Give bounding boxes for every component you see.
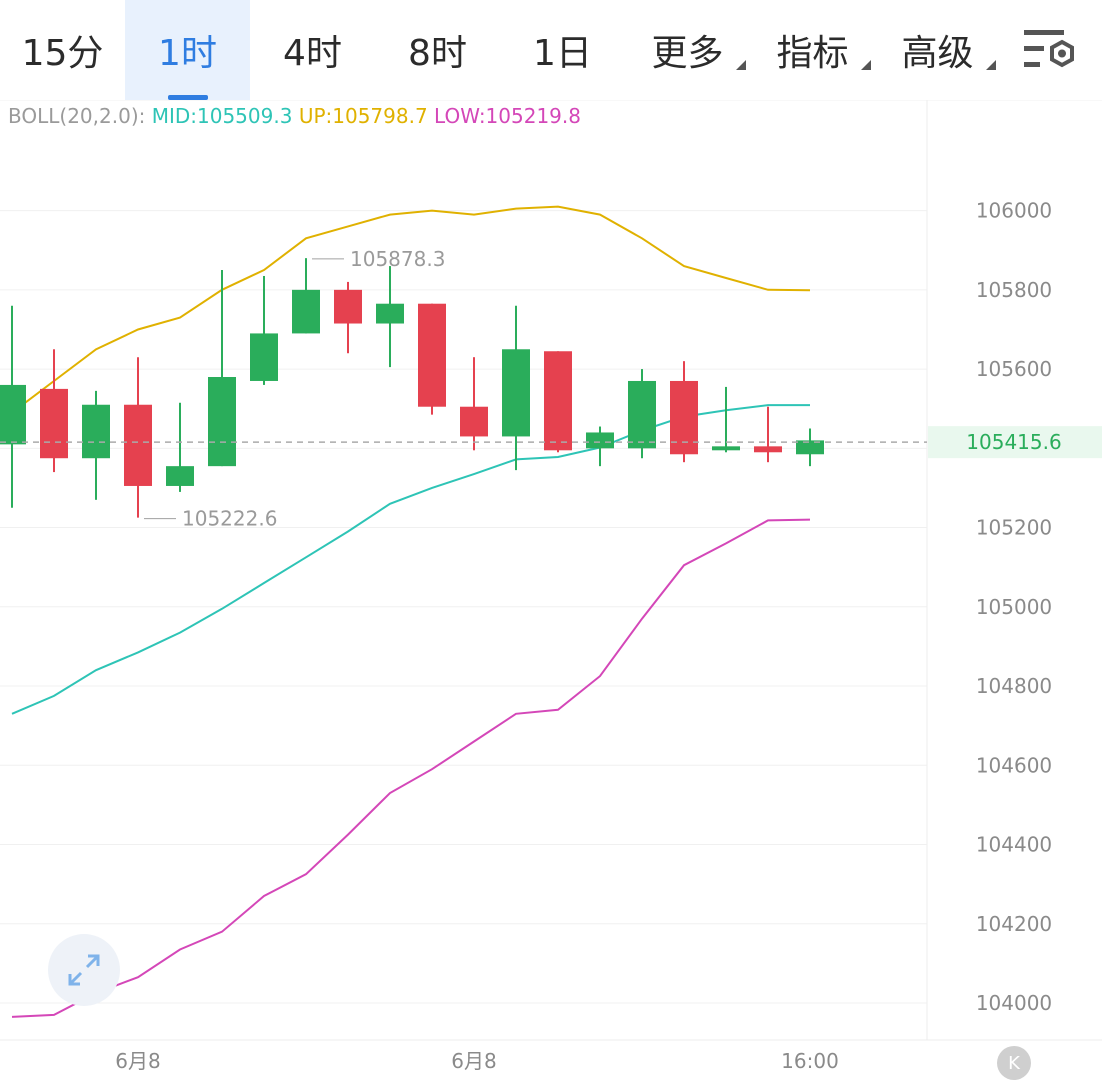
candle (544, 351, 572, 453)
y-tick-label: 105200 (976, 516, 1052, 540)
candle-body (208, 377, 236, 467)
y-tick-label: 104600 (976, 753, 1052, 777)
candle (796, 428, 824, 467)
boll-legend: BOLL(20,2.0): MID:105509.3 UP:105798.7 L… (8, 104, 581, 128)
x-tick-label: 16:00 (781, 1049, 839, 1073)
candle (40, 349, 68, 473)
tab-2[interactable]: 4时 (250, 0, 375, 100)
k-line-button[interactable]: K (997, 1046, 1031, 1080)
y-tick-label: 105800 (976, 278, 1052, 302)
candle-body (754, 446, 782, 453)
candle (502, 305, 530, 471)
tab-5[interactable]: 更多 (625, 0, 750, 100)
y-tick-label: 104000 (976, 991, 1052, 1015)
tab-label: 1时 (158, 33, 217, 74)
candle (670, 361, 698, 463)
fullscreen-button[interactable] (48, 934, 120, 1006)
legend-indicator-name: BOLL(20,2.0): (8, 104, 146, 128)
current-price-label: 105415.6 (966, 430, 1061, 454)
candle-body (376, 303, 404, 324)
candle-body (670, 380, 698, 455)
legend-up: UP:105798.7 (298, 104, 428, 128)
current-price-badge (928, 426, 1102, 459)
candle (292, 258, 320, 334)
y-tick-label: 104400 (976, 833, 1052, 857)
timeframe-tabs: 15分 1时 4时 8时 1日 更多 指标 高级 (0, 0, 1102, 100)
y-tick-label: 105000 (976, 595, 1052, 619)
y-tick-label: 104800 (976, 674, 1052, 698)
tab-label: 更多 (651, 33, 724, 74)
chart-settings-icon (1024, 30, 1074, 68)
x-tick-label: 6月8 (115, 1049, 160, 1073)
candle-body (292, 289, 320, 334)
candle-body (418, 303, 446, 407)
candle (0, 305, 26, 508)
candle (376, 266, 404, 368)
dropdown-caret-icon (861, 60, 871, 70)
tab-label: 15分 (21, 33, 104, 74)
candle-body (0, 384, 26, 445)
y-tick-label: 104200 (976, 912, 1052, 936)
candle (124, 357, 152, 518)
candle-body (40, 388, 68, 459)
active-tab-indicator (167, 95, 208, 100)
boll-lower-line (11, 518, 811, 1018)
candlestick-chart[interactable]: 104000 104200 104400 104600 104800 105000 1052… (0, 100, 1102, 1084)
tab-label: 1日 (533, 33, 592, 74)
expand-icon (68, 954, 100, 986)
candle (712, 386, 740, 453)
tab-label: 8时 (408, 33, 467, 74)
candle-body (544, 351, 572, 451)
candle-body (334, 289, 362, 324)
tab-7[interactable]: 高级 (875, 0, 1000, 100)
tab-6[interactable]: 指标 (750, 0, 875, 100)
tab-0[interactable]: 15分 (0, 0, 125, 100)
candle (208, 270, 236, 467)
price-annotation: 105878.3 (350, 247, 445, 271)
candle (418, 303, 446, 415)
candle-body (502, 349, 530, 437)
boll-upper-line (11, 205, 811, 414)
chart-settings-button[interactable] (1022, 26, 1078, 76)
candle (628, 369, 656, 459)
x-tick-label: 6月8 (451, 1049, 496, 1073)
candle-body (628, 380, 656, 449)
y-tick-label: 105600 (976, 357, 1052, 381)
candle-body (460, 406, 488, 437)
candle (460, 357, 488, 451)
candle-body (124, 404, 152, 486)
candle (754, 406, 782, 463)
candle-body (586, 432, 614, 449)
tab-label: 高级 (901, 33, 974, 74)
tab-1[interactable]: 1时 (125, 0, 250, 100)
tab-label: 4时 (283, 33, 342, 74)
candle-body (250, 333, 278, 381)
tab-3[interactable]: 8时 (375, 0, 500, 100)
dropdown-caret-icon (986, 60, 996, 70)
legend-low: LOW:105219.8 (434, 104, 581, 128)
tab-label: 指标 (776, 33, 849, 74)
legend-mid: MID:105509.3 (151, 104, 293, 128)
tab-4[interactable]: 1日 (500, 0, 625, 100)
price-annotation: 105222.6 (182, 507, 277, 531)
candle (586, 426, 614, 467)
candle-body (796, 440, 824, 455)
dropdown-caret-icon (736, 60, 746, 70)
candle (334, 281, 362, 354)
candle (250, 275, 278, 385)
y-tick-label: 106000 (976, 199, 1052, 223)
candle (166, 402, 194, 492)
candle-body (82, 404, 110, 459)
candle-body (166, 466, 194, 486)
candle-body (712, 446, 740, 451)
candle (82, 390, 110, 500)
